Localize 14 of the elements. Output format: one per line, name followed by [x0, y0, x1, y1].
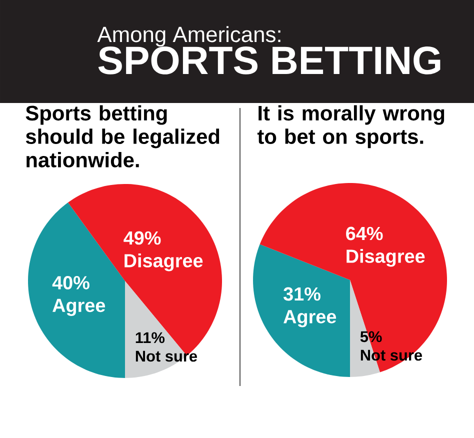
- chart-title: It is morally wrong to bet on sports.: [257, 105, 444, 148]
- slice-label: Not sure: [136, 350, 197, 362]
- slice-label: Agree: [52, 298, 106, 316]
- text: SPORTS BETTING: [98, 46, 440, 74]
- slice-label: Disagree: [346, 249, 425, 267]
- text: Among Americans:: [97, 26, 280, 47]
- data-label: 31%: [284, 287, 320, 301]
- data-label: 40%: [52, 276, 90, 290]
- chart-title: Sports betting should be legalized nationwide.: [26, 105, 220, 168]
- slice-label: Disagree: [124, 253, 203, 272]
- data-label: 49%: [124, 231, 161, 245]
- data-label: 11%: [136, 332, 165, 344]
- slice-label: Agree: [284, 310, 336, 328]
- data-label: 64%: [346, 226, 383, 240]
